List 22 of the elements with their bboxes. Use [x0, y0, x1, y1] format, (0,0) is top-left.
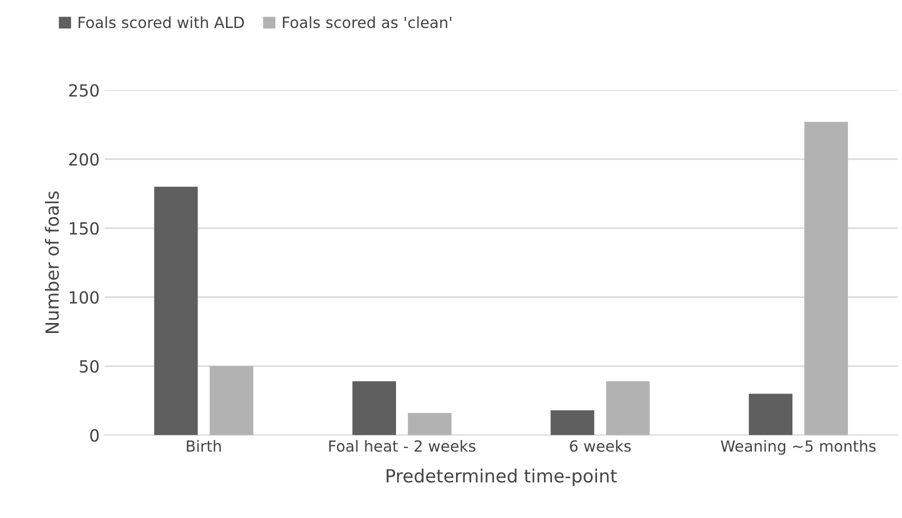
x-tick-label: Foal heat - 2 weeks	[329, 440, 476, 452]
x-axis-title: Predetermined time-point	[386, 468, 617, 486]
y-tick-label: 150	[70, 222, 99, 235]
bar	[550, 410, 594, 436]
legend-label: Foals scored with ALD	[78, 16, 244, 28]
x-tick-label: Birth	[186, 440, 221, 452]
x-tick-label: 6 weeks	[570, 440, 631, 452]
bar	[748, 394, 792, 436]
bar	[352, 381, 396, 436]
y-tick-label: 250	[69, 84, 99, 97]
bar	[210, 366, 254, 436]
bar	[606, 381, 650, 436]
bar	[804, 122, 848, 436]
legend-label: Foals scored as 'clean'	[282, 16, 452, 28]
x-tick-label: Weaning ~5 months	[720, 440, 876, 455]
y-tick-label: 100	[70, 291, 99, 304]
bar	[154, 186, 198, 436]
bar	[408, 413, 452, 436]
y-tick-label: 50	[80, 360, 99, 373]
y-tick-label: 0	[90, 429, 99, 442]
y-axis-title: Number of foals	[44, 191, 59, 334]
y-tick-label: 200	[69, 153, 99, 166]
